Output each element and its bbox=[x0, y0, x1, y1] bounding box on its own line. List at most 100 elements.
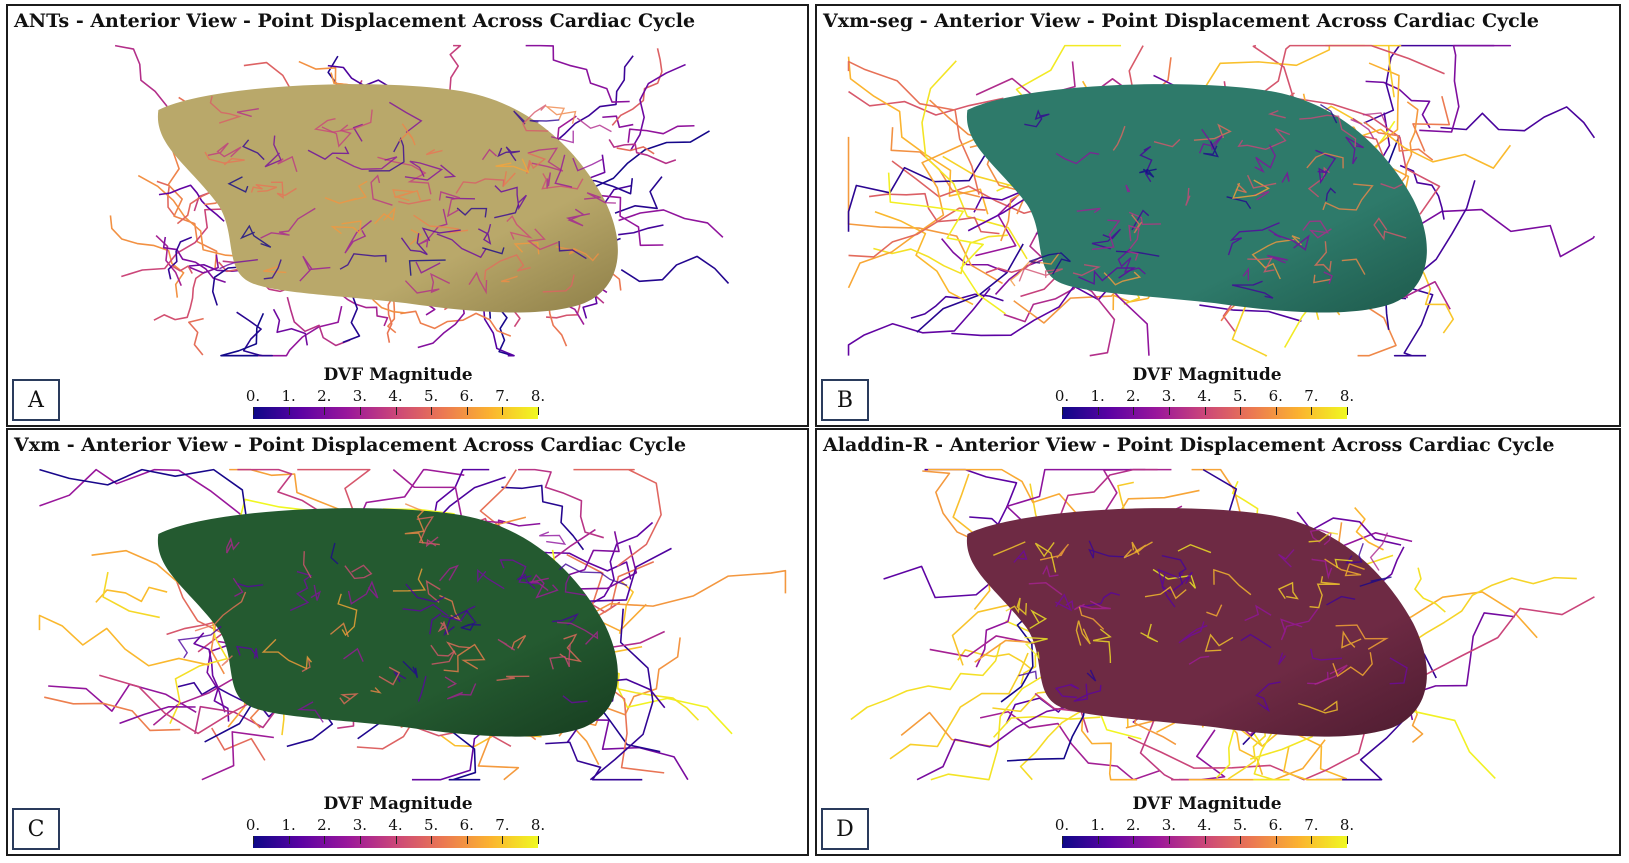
colorbar-tick-mark bbox=[1275, 836, 1277, 844]
colorbar-tick-label: 0. bbox=[245, 816, 261, 834]
colorbar-tick-mark bbox=[538, 407, 539, 415]
colorbar-tick-label: 1. bbox=[281, 816, 296, 834]
surface-trajectories bbox=[204, 95, 616, 295]
colorbar-tick-mark bbox=[324, 836, 326, 844]
colorbar-tick-mark bbox=[502, 836, 504, 844]
colorbar-tick-mark bbox=[1311, 407, 1313, 415]
colorbar-tick-label: 2. bbox=[317, 816, 332, 834]
colorbar-tick-label: 6. bbox=[459, 387, 474, 405]
colorbar-tick-mark bbox=[395, 407, 397, 415]
panel-a-title: ANTs - Anterior View - Point Displacemen… bbox=[14, 10, 696, 32]
colorbar-tick-label: 8. bbox=[530, 387, 546, 405]
scene-a bbox=[109, 44, 730, 357]
colorbar-tick-label: 6. bbox=[459, 816, 474, 834]
colorbar-tick-label: 5. bbox=[1232, 387, 1248, 405]
colorbar-tick-mark bbox=[466, 407, 468, 415]
colorbar-tick-mark bbox=[288, 407, 290, 415]
panel-b-title: Vxm-seg - Anterior View - Point Displace… bbox=[823, 10, 1539, 32]
panel-d-title: Aladdin-R - Anterior View - Point Displa… bbox=[823, 434, 1555, 456]
panel-label-b: B bbox=[821, 379, 869, 421]
colorbar-tick-label: 7. bbox=[495, 387, 510, 405]
colorbar-tick-label: 4. bbox=[388, 816, 403, 834]
colorbar-tick-label: 3. bbox=[352, 816, 368, 834]
colorbar-tick-mark bbox=[502, 407, 504, 415]
colorbar-d: DVF Magnitude 0. 1. 2. 3. 4. 5. 6. 7. 8. bbox=[1047, 792, 1367, 854]
colorbar-tick-label: 3. bbox=[352, 387, 368, 405]
colorbar-tick-mark bbox=[1133, 407, 1135, 415]
colorbar-tick-label: 4. bbox=[1197, 816, 1212, 834]
colorbar-tick-mark bbox=[288, 836, 290, 844]
colorbar-title: DVF Magnitude bbox=[323, 365, 473, 385]
colorbar-tick-mark bbox=[1133, 836, 1135, 844]
colorbar-tick-label: 1. bbox=[281, 387, 296, 405]
colorbar-b: DVF Magnitude 0. 1. 2. 3. 4. 5. 6. 7. 8. bbox=[1047, 363, 1367, 425]
panel-label-c: C bbox=[12, 808, 60, 850]
colorbar-tick-mark bbox=[1240, 407, 1242, 415]
colorbar-tick-label: 5. bbox=[423, 387, 439, 405]
colorbar-tick-label: 8. bbox=[1339, 387, 1355, 405]
panel-c: Vxm - Anterior View - Point Displacement… bbox=[6, 428, 809, 856]
colorbar-ticks: 0. 1. 2. 3. 4. 5. 6. 7. 8. bbox=[1047, 387, 1367, 405]
colorbar-tick-mark bbox=[1168, 407, 1170, 415]
colorbar-tick-mark bbox=[359, 836, 361, 844]
panel-d: Aladdin-R - Anterior View - Point Displa… bbox=[815, 428, 1621, 856]
scene-b bbox=[847, 44, 1596, 357]
colorbar-tick-mark bbox=[253, 836, 254, 844]
colorbar-tick-label: 4. bbox=[1197, 387, 1212, 405]
colorbar-title: DVF Magnitude bbox=[1132, 794, 1282, 814]
colorbar-tick-label: 8. bbox=[1339, 816, 1355, 834]
colorbar-tick-mark bbox=[466, 836, 468, 844]
colorbar-tick-mark bbox=[1275, 407, 1277, 415]
colorbar-tick-label: 1. bbox=[1090, 816, 1105, 834]
colorbar-tick-label: 3. bbox=[1161, 816, 1177, 834]
colorbar-tick-label: 8. bbox=[530, 816, 546, 834]
colorbar-tick-mark bbox=[538, 836, 539, 844]
colorbar-tick-mark bbox=[1204, 407, 1206, 415]
panel-b: Vxm-seg - Anterior View - Point Displace… bbox=[815, 4, 1621, 427]
colorbar-tick-mark bbox=[253, 407, 254, 415]
colorbar-tick-label: 1. bbox=[1090, 387, 1105, 405]
colorbar-c: DVF Magnitude 0. 1. 2. 3. 4. 5. 6. 7. 8. bbox=[238, 792, 558, 854]
colorbar-tick-mark bbox=[1204, 836, 1206, 844]
colorbar-tick-mark bbox=[395, 836, 397, 844]
colorbar-tick-label: 7. bbox=[495, 816, 510, 834]
colorbar-tick-label: 6. bbox=[1268, 387, 1283, 405]
panel-label-a: A bbox=[12, 379, 60, 421]
colorbar-tick-label: 3. bbox=[1161, 387, 1177, 405]
scene-d bbox=[850, 468, 1595, 781]
scene-c bbox=[38, 468, 787, 781]
colorbar-ticks: 0. 1. 2. 3. 4. 5. 6. 7. 8. bbox=[1047, 816, 1367, 834]
panel-a: ANTs - Anterior View - Point Displacemen… bbox=[6, 4, 809, 427]
colorbar-tick-label: 7. bbox=[1304, 816, 1319, 834]
colorbar-tick-mark bbox=[359, 407, 361, 415]
colorbar-tick-label: 0. bbox=[245, 387, 261, 405]
heart-surface bbox=[966, 508, 1427, 737]
colorbar-tick-label: 7. bbox=[1304, 387, 1319, 405]
colorbar-tick-label: 5. bbox=[1232, 816, 1248, 834]
panel-label-d: D bbox=[821, 808, 869, 850]
colorbar-tick-mark bbox=[1062, 407, 1063, 415]
colorbar-tick-mark bbox=[1062, 836, 1063, 844]
colorbar-tick-mark bbox=[1311, 836, 1313, 844]
surface-trajectories bbox=[177, 503, 628, 723]
colorbar-tick-mark bbox=[1168, 836, 1170, 844]
colorbar-tick-mark bbox=[1347, 407, 1348, 415]
colorbar-title: DVF Magnitude bbox=[1132, 365, 1282, 385]
heart-surface bbox=[966, 84, 1427, 313]
colorbar-title: DVF Magnitude bbox=[323, 794, 473, 814]
colorbar-tick-mark bbox=[1347, 836, 1348, 844]
colorbar-tick-label: 0. bbox=[1054, 387, 1070, 405]
panel-c-title: Vxm - Anterior View - Point Displacement… bbox=[14, 434, 687, 456]
colorbar-tick-label: 6. bbox=[1268, 816, 1283, 834]
heart-surface bbox=[157, 84, 618, 313]
colorbar-tick-mark bbox=[1240, 836, 1242, 844]
colorbar-tick-label: 2. bbox=[1126, 387, 1141, 405]
colorbar-tick-mark bbox=[324, 407, 326, 415]
surface-trajectories bbox=[1009, 103, 1407, 299]
colorbar-tick-mark bbox=[431, 836, 433, 844]
colorbar-tick-mark bbox=[1097, 407, 1099, 415]
colorbar-tick-label: 0. bbox=[1054, 816, 1070, 834]
colorbar-tick-label: 2. bbox=[317, 387, 332, 405]
colorbar-a: DVF Magnitude 0. 1. 2. 3. 4. 5. 6. 7. 8. bbox=[238, 363, 558, 425]
colorbar-tick-label: 4. bbox=[388, 387, 403, 405]
